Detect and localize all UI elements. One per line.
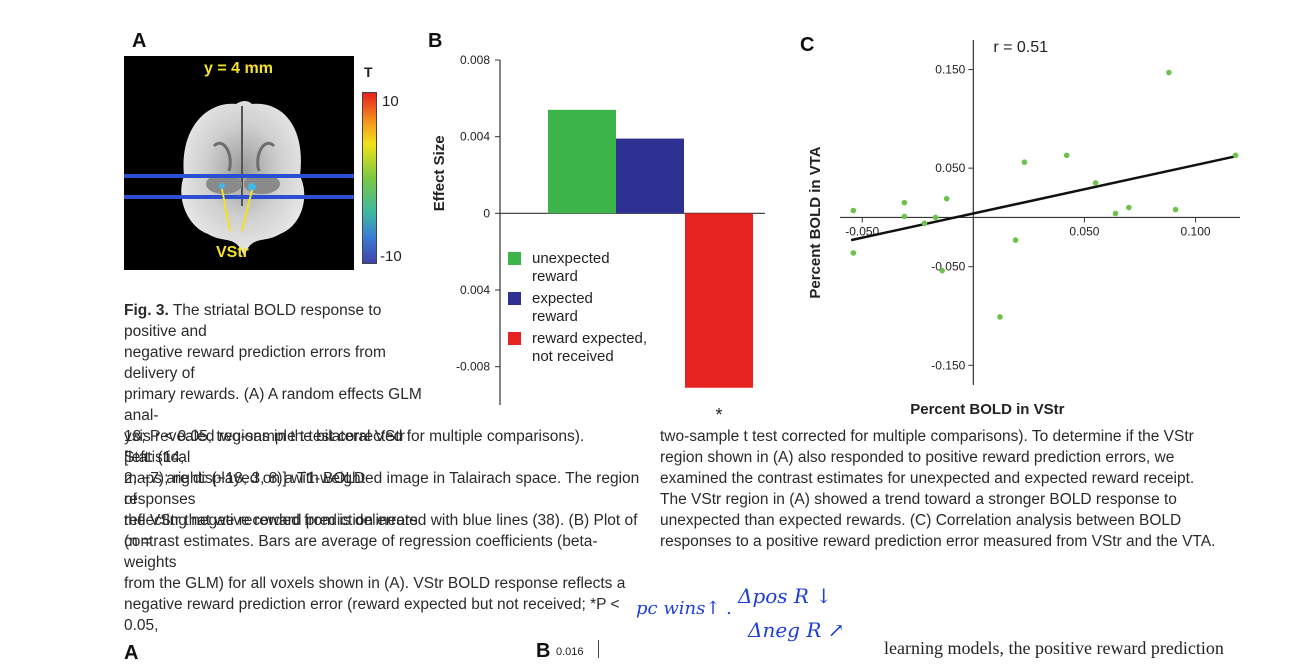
caption-line: primary rewards. (A) A random effects GL… — [124, 386, 422, 424]
legend-swatch — [508, 332, 521, 345]
caption-line: examined the contrast estimates for unex… — [660, 470, 1195, 487]
y-tick-label: 0.004 — [460, 283, 490, 297]
data-point — [1063, 152, 1070, 159]
y-tick-label: 0.050 — [935, 161, 965, 175]
significance-marker: * — [715, 405, 722, 425]
x-tick-label: 0.100 — [1181, 224, 1211, 238]
legend-label: reward expected, — [532, 330, 647, 347]
brain-scan-image: y = 4 mm VStr — [124, 56, 354, 270]
slice-label: y = 4 mm — [204, 60, 273, 77]
panel-b-letter: B — [428, 30, 443, 52]
panel-c-letter: C — [800, 34, 815, 56]
data-point — [939, 267, 946, 274]
y-tick-label: 0.150 — [935, 63, 965, 77]
data-point — [1112, 210, 1119, 217]
caption-line: 2, −7); right: (−18, 3, 8)] with BOLD re… — [124, 470, 366, 508]
caption-left-block: Fig. 3. The striatal BOLD response to po… — [124, 300, 424, 552]
caption-line: two-sample t test corrected for multiple… — [660, 428, 1194, 445]
legend-label: unexpected — [532, 250, 610, 267]
caption-line: maps are displayed on a T1-weighted imag… — [124, 470, 640, 508]
bottom-body-text: learning models, the positive reward pre… — [884, 638, 1224, 658]
bar-2 — [616, 138, 684, 214]
data-point — [1166, 69, 1172, 76]
caption-left-full: 18; P < 0.05, two-sample t test correcte… — [124, 426, 644, 636]
bottom-panel-a-letter: A — [124, 642, 139, 664]
caption-right: two-sample t test corrected for multiple… — [660, 426, 1220, 552]
x-tick-label: 0.050 — [1069, 224, 1099, 238]
legend-label: reward — [532, 268, 578, 285]
data-point — [921, 220, 928, 227]
bar-3 — [685, 213, 753, 388]
data-point — [943, 195, 950, 202]
y-tick-label: -0.050 — [931, 260, 965, 274]
data-point — [1232, 152, 1239, 159]
bottom-axis-line — [598, 640, 599, 658]
caption-line: Fig. 3. The striatal BOLD response to po… — [124, 300, 424, 342]
brain-slice-graphic — [124, 101, 354, 256]
caption-line: responses to a positive reward predictio… — [660, 533, 1216, 550]
caption-line: reflecting negative reward prediction er… — [124, 512, 418, 550]
data-point — [901, 213, 908, 220]
data-point — [997, 314, 1003, 320]
data-point — [901, 199, 908, 206]
y-axis-label: Percent BOLD in VTA — [807, 146, 824, 298]
legend-label: not received — [532, 348, 614, 365]
handwritten-note-1: pc wins↑ . — [636, 598, 732, 619]
legend-label: reward — [532, 308, 578, 325]
data-point — [1012, 237, 1019, 243]
colorbar-max-label: 10 — [382, 93, 399, 110]
x-tick-label: -0.050 — [845, 224, 879, 238]
caption-line: from the GLM) for all voxels shown in (A… — [124, 575, 626, 592]
colorbar — [362, 92, 377, 264]
data-point — [1126, 204, 1132, 211]
scatter-chart: -0.050 0.050 0.100 0.150 0.050 -0.050 -0.150 Pe… — [807, 39, 1240, 418]
caption-line: ysis revealed regions in the bilateral V… — [124, 428, 405, 466]
caption-line: negative reward prediction error (reward… — [124, 596, 620, 634]
caption-line: unexpected than expected rewards. (C) Co… — [660, 512, 1182, 529]
legend-swatch — [508, 252, 521, 265]
caption-line: 18; P < 0.05, two-sample t test correcte… — [124, 428, 585, 466]
caption-line: contrast estimates. Bars are average of … — [124, 533, 598, 571]
legend-label: expected — [532, 290, 593, 307]
caption-line: region shown in (A) also responded to po… — [660, 449, 1175, 466]
caption-line: The VStr region in (A) showed a trend to… — [660, 491, 1177, 508]
handwritten-note-2: Δpos R ↓ — [738, 584, 833, 608]
bar-chart: 0.008 0.004 0 0.004 -0.008 Effect Size unexpec… — [431, 53, 765, 425]
y-tick-label: -0.150 — [931, 358, 965, 372]
data-point — [932, 214, 939, 221]
correlation-label: r = 0.51 — [993, 39, 1048, 56]
y-tick-label: 0.008 — [460, 53, 490, 67]
data-point — [1172, 206, 1179, 213]
data-point — [850, 250, 857, 256]
handwritten-note-3: Δneg R ↗ — [748, 618, 845, 642]
legend-swatch — [508, 292, 521, 305]
caption-line: negative reward prediction errors from d… — [124, 344, 386, 382]
bar-1 — [548, 109, 616, 214]
colorbar-min-label: -10 — [380, 248, 402, 265]
caption-line-text: The striatal BOLD response to positive a… — [124, 302, 382, 340]
y-tick-label: 0 — [483, 206, 490, 220]
bottom-panel-b-letter: B — [536, 640, 551, 662]
data-point — [1092, 180, 1099, 186]
bottom-axis-tick: 0.016 — [556, 646, 584, 658]
panel-a-letter: A — [132, 30, 147, 52]
x-axis-label: Percent BOLD in VStr — [910, 401, 1064, 418]
data-point — [1021, 159, 1028, 166]
regression-line — [850, 155, 1236, 242]
data-point — [850, 207, 857, 214]
region-label: VStr — [216, 244, 249, 261]
caption-line: the VStr that we recorded from is deline… — [124, 512, 638, 529]
y-axis-label: Effect Size — [431, 135, 448, 211]
colorbar-title: T — [364, 64, 373, 80]
y-tick-label: -0.008 — [456, 360, 490, 374]
figure-label: Fig. 3. — [124, 302, 169, 319]
y-tick-label: 0.004 — [460, 130, 490, 144]
